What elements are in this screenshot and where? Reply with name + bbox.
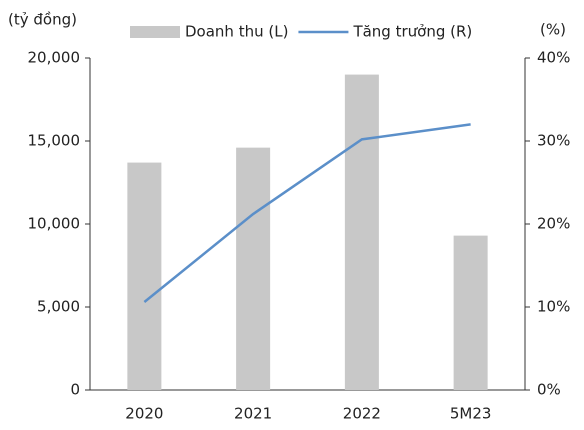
bar <box>344 74 379 390</box>
y2-tick-label: 0% <box>537 381 561 399</box>
legend-label: Tăng trưởng (R) <box>352 23 472 41</box>
y2-tick-label: 30% <box>537 132 570 150</box>
line <box>143 123 471 303</box>
legend-label: Doanh thu (L) <box>185 23 288 41</box>
y2-tick-label: 10% <box>537 298 570 316</box>
y-tick-label: 20,000 <box>28 49 81 67</box>
x-tick-label: 2020 <box>125 405 163 423</box>
y2-tick-label: 20% <box>537 215 570 233</box>
y-axis-label: (tỷ đồng) <box>8 11 77 29</box>
x-tick-label: 5M23 <box>450 405 492 423</box>
legend-swatch <box>130 26 180 38</box>
y-tick-label: 5,000 <box>37 298 80 316</box>
y-tick-label: 15,000 <box>28 132 81 150</box>
x-tick-label: 2022 <box>343 405 381 423</box>
bar <box>453 235 488 390</box>
x-tick-label: 2021 <box>234 405 272 423</box>
bar <box>127 162 162 390</box>
y2-tick-label: 40% <box>537 49 570 67</box>
y2-axis-label: (%) <box>540 21 566 39</box>
bar <box>236 147 271 390</box>
y-tick-label: 10,000 <box>28 215 81 233</box>
y-tick-label: 0 <box>70 381 80 399</box>
